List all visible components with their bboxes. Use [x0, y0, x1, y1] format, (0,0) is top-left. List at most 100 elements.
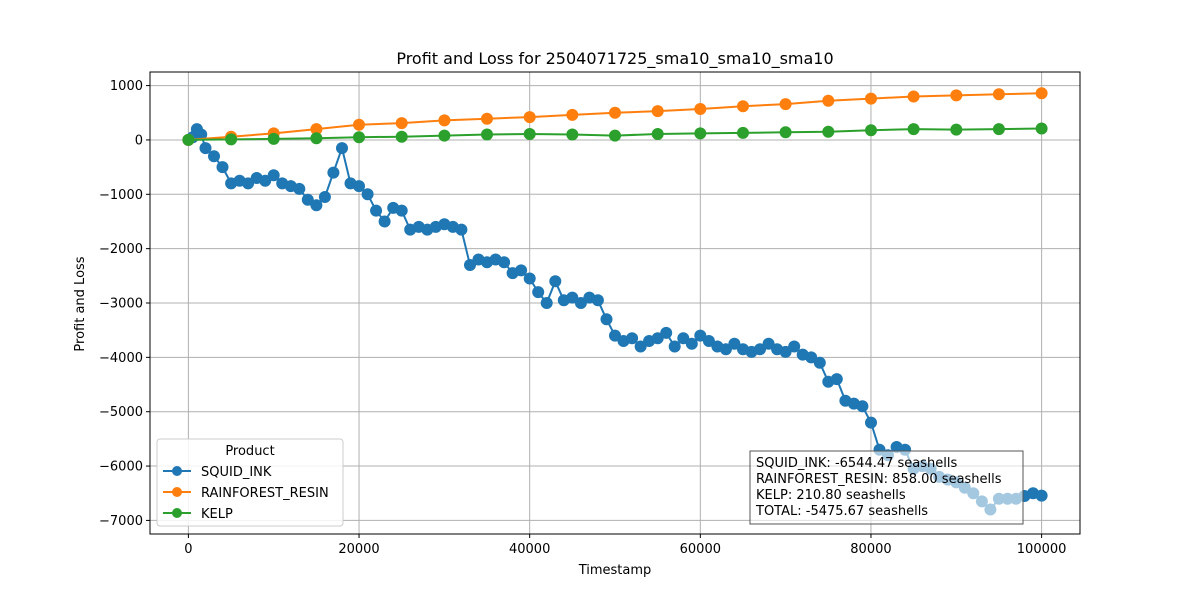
data-point-squid-ink	[626, 332, 639, 345]
data-point-kelp	[992, 123, 1005, 136]
data-point-kelp	[822, 125, 835, 138]
data-point-rainforest-resin	[950, 89, 963, 102]
data-point-squid-ink	[318, 191, 331, 203]
x-tick-label: 20000	[338, 542, 379, 557]
data-point-squid-ink	[327, 166, 340, 179]
summary-box: SQUID_INK: -6544.47 seashells RAINFOREST…	[749, 450, 1024, 525]
grid-layer	[150, 72, 1080, 534]
summary-line-total: TOTAL: -5475.67 seashells	[755, 504, 928, 519]
data-point-rainforest-resin	[523, 111, 536, 124]
data-point-squid-ink	[199, 142, 212, 155]
data-point-squid-ink	[370, 204, 383, 217]
data-point-kelp	[310, 132, 323, 145]
data-point-rainforest-resin	[694, 103, 707, 115]
legend-title: Product	[225, 444, 274, 459]
data-point-rainforest-resin	[865, 92, 877, 105]
y-axis-label: Profit and Loss	[73, 256, 88, 351]
data-point-kelp	[694, 127, 707, 140]
data-point-rainforest-resin	[481, 112, 493, 125]
y-tick-label: −4000	[99, 351, 143, 366]
legend-marker-squid-ink	[172, 466, 182, 476]
data-point-squid-ink	[464, 259, 476, 271]
data-point-squid-ink	[259, 174, 272, 187]
y-tick-label: −5000	[99, 405, 143, 420]
data-point-kelp	[566, 128, 579, 141]
data-point-squid-ink	[395, 204, 408, 217]
y-tick-label: −6000	[99, 460, 143, 475]
data-point-squid-ink	[685, 337, 698, 350]
data-point-squid-ink	[805, 351, 818, 364]
x-axis-label: Timestamp	[578, 563, 652, 578]
legend-label-rainforest-resin: RAINFOREST_RESIN	[201, 486, 329, 501]
data-point-squid-ink	[694, 329, 707, 342]
data-point-squid-ink	[719, 343, 732, 356]
legend-marker-kelp	[172, 508, 182, 518]
data-point-rainforest-resin	[353, 118, 365, 131]
data-point-kelp	[609, 129, 621, 142]
data-point-squid-ink	[591, 294, 604, 307]
data-point-squid-ink	[728, 337, 741, 350]
series-rainforest-resin	[182, 87, 1048, 146]
legend-entry-kelp: KELP	[163, 507, 233, 522]
data-point-squid-ink	[455, 223, 468, 236]
data-point-kelp	[1035, 122, 1048, 135]
y-tick-label: −1000	[99, 188, 143, 203]
data-point-squid-ink	[660, 326, 673, 339]
data-point-squid-ink	[830, 373, 843, 386]
y-tick-label: 0	[135, 133, 143, 148]
data-point-rainforest-resin	[395, 117, 408, 130]
data-point-rainforest-resin	[907, 90, 920, 103]
data-point-rainforest-resin	[992, 88, 1005, 101]
data-point-kelp	[950, 123, 963, 136]
data-point-kelp	[737, 126, 749, 139]
data-point-squid-ink	[779, 345, 792, 358]
data-point-squid-ink	[1035, 489, 1048, 502]
chart-title: Profit and Loss for 2504071725_sma10_sma…	[396, 49, 833, 69]
data-point-squid-ink	[549, 275, 562, 288]
y-tick-label: 1000	[110, 79, 143, 94]
data-point-kelp	[395, 130, 408, 143]
data-point-squid-ink	[702, 335, 715, 347]
data-point-squid-ink	[788, 340, 801, 353]
data-point-squid-ink	[208, 150, 220, 163]
data-point-kelp	[225, 133, 238, 146]
summary-box-frame	[749, 450, 1024, 525]
data-point-squid-ink	[574, 297, 587, 309]
data-point-squid-ink	[267, 169, 280, 182]
legend-entry-squid-ink: SQUID_INK	[163, 465, 272, 480]
data-point-squid-ink	[532, 286, 545, 299]
data-point-squid-ink	[540, 297, 553, 309]
data-point-rainforest-resin	[822, 94, 835, 107]
data-point-squid-ink	[301, 193, 314, 206]
data-point-rainforest-resin	[779, 98, 792, 111]
data-point-squid-ink	[216, 161, 229, 174]
series-kelp	[182, 122, 1048, 146]
data-point-squid-ink	[634, 340, 647, 353]
legend-marker-rainforest-resin	[172, 487, 182, 497]
summary-line-kelp: KELP: 210.80 seashells	[756, 488, 906, 503]
data-point-squid-ink	[310, 199, 323, 212]
data-point-rainforest-resin	[566, 108, 579, 121]
x-tick-label: 60000	[680, 542, 721, 557]
legend-label-kelp: KELP	[201, 507, 233, 522]
y-tick-label: −3000	[99, 297, 143, 312]
data-point-rainforest-resin	[651, 105, 664, 118]
data-point-squid-ink	[195, 128, 208, 141]
summary-line-squid-ink: SQUID_INK: -6544.47 seashells	[756, 456, 957, 471]
legend-frame	[156, 438, 344, 527]
data-point-rainforest-resin	[310, 123, 323, 136]
data-point-kelp	[651, 128, 664, 140]
data-point-squid-ink	[600, 313, 613, 326]
data-point-squid-ink	[856, 400, 869, 413]
data-point-kelp	[779, 126, 792, 139]
data-point-kelp	[865, 124, 877, 137]
data-point-kelp	[523, 128, 536, 140]
data-point-squid-ink	[361, 188, 374, 201]
x-tick-label: 40000	[509, 542, 550, 557]
data-point-rainforest-resin	[609, 106, 621, 119]
data-point-rainforest-resin	[737, 100, 749, 113]
data-point-squid-ink	[566, 291, 579, 304]
data-point-kelp	[353, 131, 365, 144]
data-point-squid-ink	[293, 182, 306, 195]
